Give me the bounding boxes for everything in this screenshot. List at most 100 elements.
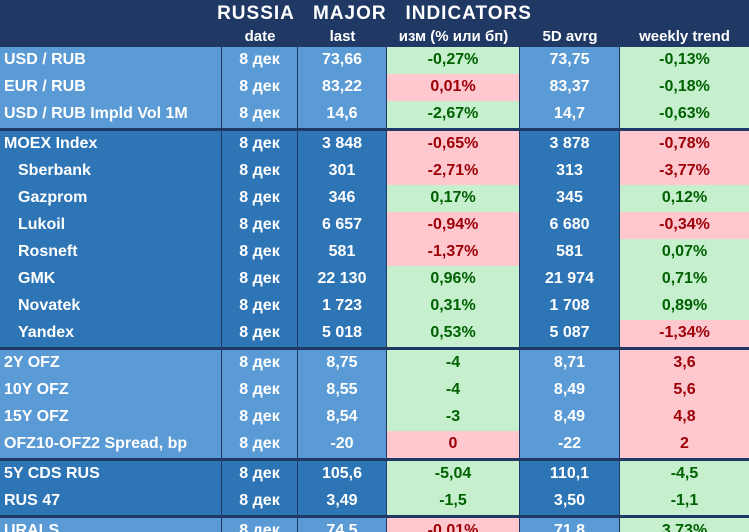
row-weekly-trend: 0,12% <box>620 185 749 212</box>
table-row: 5Y CDS RUS 8 дек 105,6 -5,04 110,1 -4,5 <box>0 461 749 488</box>
row-weekly-trend: 0,89% <box>620 293 749 320</box>
row-last: 14,6 <box>298 101 387 128</box>
group-separator <box>0 347 749 350</box>
row-last: 105,6 <box>298 461 387 488</box>
row-change: -2,67% <box>387 101 520 128</box>
row-name: OFZ10-OFZ2 Spread, bp <box>0 431 222 458</box>
row-name: 10Y OFZ <box>0 377 222 404</box>
row-name: USD / RUB <box>0 47 222 74</box>
row-weekly-trend: -3,77% <box>620 158 749 185</box>
row-name: EUR / RUB <box>0 74 222 101</box>
row-name: 2Y OFZ <box>0 350 222 377</box>
row-5d-average: 14,7 <box>520 101 620 128</box>
row-last: 73,66 <box>298 47 387 74</box>
row-change: -0,65% <box>387 131 520 158</box>
group-separator <box>0 515 749 518</box>
row-name: USD / RUB Impld Vol 1M <box>0 101 222 128</box>
row-weekly-trend: 3,6 <box>620 350 749 377</box>
table-row: URALS 8 дек 74,5 -0,01% 71,8 3,73% <box>0 518 749 532</box>
row-5d-average: -22 <box>520 431 620 458</box>
header-weekly-trend: weekly trend <box>639 28 730 45</box>
row-change: -4 <box>387 377 520 404</box>
header-change: изм (% или бп) <box>398 28 509 45</box>
row-name: URALS <box>0 518 222 532</box>
row-5d-average: 5 087 <box>520 320 620 347</box>
row-last: 74,5 <box>298 518 387 532</box>
row-date: 8 дек <box>222 101 298 128</box>
row-last: 22 130 <box>298 266 387 293</box>
row-date: 8 дек <box>222 185 298 212</box>
table-row: Rosneft 8 дек 581 -1,37% 581 0,07% <box>0 239 749 266</box>
table-row: Novatek 8 дек 1 723 0,31% 1 708 0,89% <box>0 293 749 320</box>
row-weekly-trend: -1,1 <box>620 488 749 515</box>
row-date: 8 дек <box>222 74 298 101</box>
row-change: 0,31% <box>387 293 520 320</box>
row-name: Yandex <box>0 320 222 347</box>
row-last: 301 <box>298 158 387 185</box>
row-change: 0,96% <box>387 266 520 293</box>
row-change: -5,04 <box>387 461 520 488</box>
row-weekly-trend: -4,5 <box>620 461 749 488</box>
row-weekly-trend: 5,6 <box>620 377 749 404</box>
row-last: 6 657 <box>298 212 387 239</box>
table-row: USD / RUB 8 дек 73,66 -0,27% 73,75 -0,13% <box>0 47 749 74</box>
header-last: last <box>329 28 356 45</box>
row-name: 5Y CDS RUS <box>0 461 222 488</box>
table-row: Sberbank 8 дек 301 -2,71% 313 -3,77% <box>0 158 749 185</box>
row-name: RUS 47 <box>0 488 222 515</box>
row-weekly-trend: -0,34% <box>620 212 749 239</box>
row-name: Gazprom <box>0 185 222 212</box>
row-last: -20 <box>298 431 387 458</box>
row-date: 8 дек <box>222 239 298 266</box>
row-date: 8 дек <box>222 47 298 74</box>
row-date: 8 дек <box>222 488 298 515</box>
row-5d-average: 3 878 <box>520 131 620 158</box>
table-row: EUR / RUB 8 дек 83,22 0,01% 83,37 -0,18% <box>0 74 749 101</box>
row-change: 0 <box>387 431 520 458</box>
row-date: 8 дек <box>222 158 298 185</box>
row-5d-average: 21 974 <box>520 266 620 293</box>
row-weekly-trend: 2 <box>620 431 749 458</box>
row-weekly-trend: -0,13% <box>620 47 749 74</box>
row-date: 8 дек <box>222 461 298 488</box>
row-change: 0,53% <box>387 320 520 347</box>
header-name <box>0 26 222 47</box>
table-row: OFZ10-OFZ2 Spread, bp 8 дек -20 0 -22 2 <box>0 431 749 458</box>
row-last: 1 723 <box>298 293 387 320</box>
row-name: Sberbank <box>0 158 222 185</box>
row-name: GMK <box>0 266 222 293</box>
row-last: 5 018 <box>298 320 387 347</box>
row-change: -2,71% <box>387 158 520 185</box>
row-last: 83,22 <box>298 74 387 101</box>
row-date: 8 дек <box>222 518 298 532</box>
group-separator <box>0 128 749 131</box>
row-5d-average: 8,71 <box>520 350 620 377</box>
row-last: 346 <box>298 185 387 212</box>
table-row: Yandex 8 дек 5 018 0,53% 5 087 -1,34% <box>0 320 749 347</box>
row-change: -3 <box>387 404 520 431</box>
row-last: 8,54 <box>298 404 387 431</box>
table-row: 15Y OFZ 8 дек 8,54 -3 8,49 4,8 <box>0 404 749 431</box>
row-date: 8 дек <box>222 404 298 431</box>
header-date: date <box>244 28 276 45</box>
row-change: 0,17% <box>387 185 520 212</box>
table-row: Gazprom 8 дек 346 0,17% 345 0,12% <box>0 185 749 212</box>
row-weekly-trend: 4,8 <box>620 404 749 431</box>
row-last: 8,75 <box>298 350 387 377</box>
row-5d-average: 3,50 <box>520 488 620 515</box>
row-date: 8 дек <box>222 431 298 458</box>
row-5d-average: 71,8 <box>520 518 620 532</box>
row-5d-average: 110,1 <box>520 461 620 488</box>
row-weekly-trend: 0,07% <box>620 239 749 266</box>
table-row: GMK 8 дек 22 130 0,96% 21 974 0,71% <box>0 266 749 293</box>
row-5d-average: 8,49 <box>520 404 620 431</box>
table-row: RUS 47 8 дек 3,49 -1,5 3,50 -1,1 <box>0 488 749 515</box>
row-date: 8 дек <box>222 266 298 293</box>
row-weekly-trend: -0,78% <box>620 131 749 158</box>
row-change: -0,27% <box>387 47 520 74</box>
group-separator <box>0 458 749 461</box>
table-row: MOEX Index 8 дек 3 848 -0,65% 3 878 -0,78% <box>0 131 749 158</box>
row-name: 15Y OFZ <box>0 404 222 431</box>
row-change: -4 <box>387 350 520 377</box>
